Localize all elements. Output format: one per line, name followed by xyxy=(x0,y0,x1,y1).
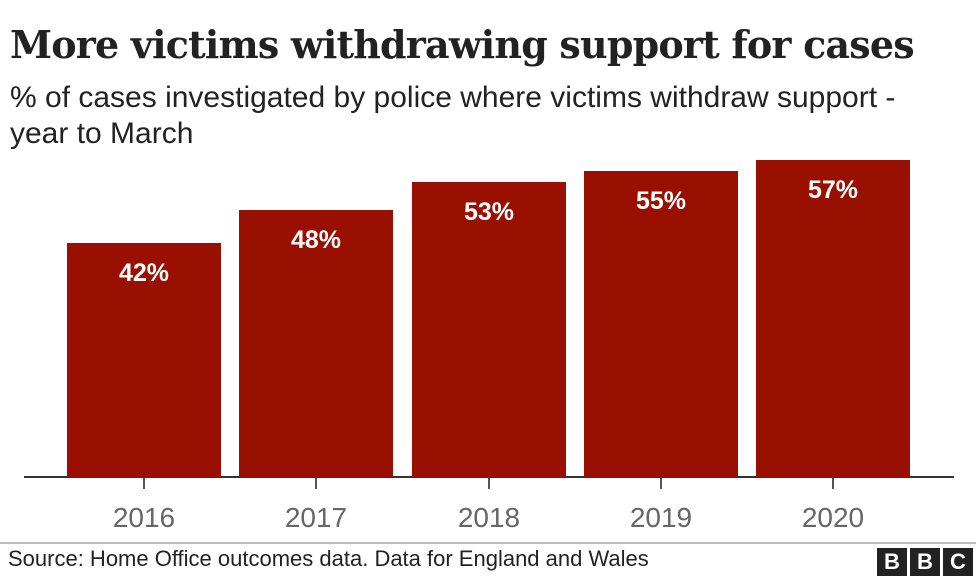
chart-subtitle: % of cases investigated by police where … xyxy=(10,81,896,150)
bbc-logo-letter: C xyxy=(943,548,973,576)
bar-value-label: 42% xyxy=(118,259,170,287)
bar-2020: 57% xyxy=(756,160,910,477)
bbc-logo: B B C xyxy=(877,548,973,576)
source-note: Source: Home Office outcomes data. Data … xyxy=(8,546,649,571)
footer-divider xyxy=(0,542,976,544)
bar-value-label: 55% xyxy=(635,187,687,215)
bar-2016: 42% xyxy=(67,243,221,477)
bar-2017: 48% xyxy=(239,210,393,477)
x-axis-tick xyxy=(832,478,834,489)
x-axis-label-2017: 2017 xyxy=(284,502,348,533)
bbc-logo-letter: B xyxy=(910,548,940,576)
bar-value-label: 53% xyxy=(463,198,515,226)
bar-2018: 53% xyxy=(412,182,566,477)
x-axis-label-2018: 2018 xyxy=(457,502,521,533)
chart-title: More victims withdrawing support for cas… xyxy=(10,22,915,67)
bar-2019: 55% xyxy=(584,171,738,477)
bar-value-label: 48% xyxy=(290,226,342,254)
x-axis-line xyxy=(24,476,954,478)
bbc-logo-letter: B xyxy=(877,548,907,576)
x-axis-label-2020: 2020 xyxy=(801,502,865,533)
x-axis-tick xyxy=(315,478,317,489)
x-axis-tick xyxy=(488,478,490,489)
x-axis-label-2016: 2016 xyxy=(112,502,176,533)
x-axis-label-2019: 2019 xyxy=(629,502,693,533)
bar-value-label: 57% xyxy=(807,176,859,204)
x-axis-tick xyxy=(660,478,662,489)
x-axis-tick xyxy=(143,478,145,489)
